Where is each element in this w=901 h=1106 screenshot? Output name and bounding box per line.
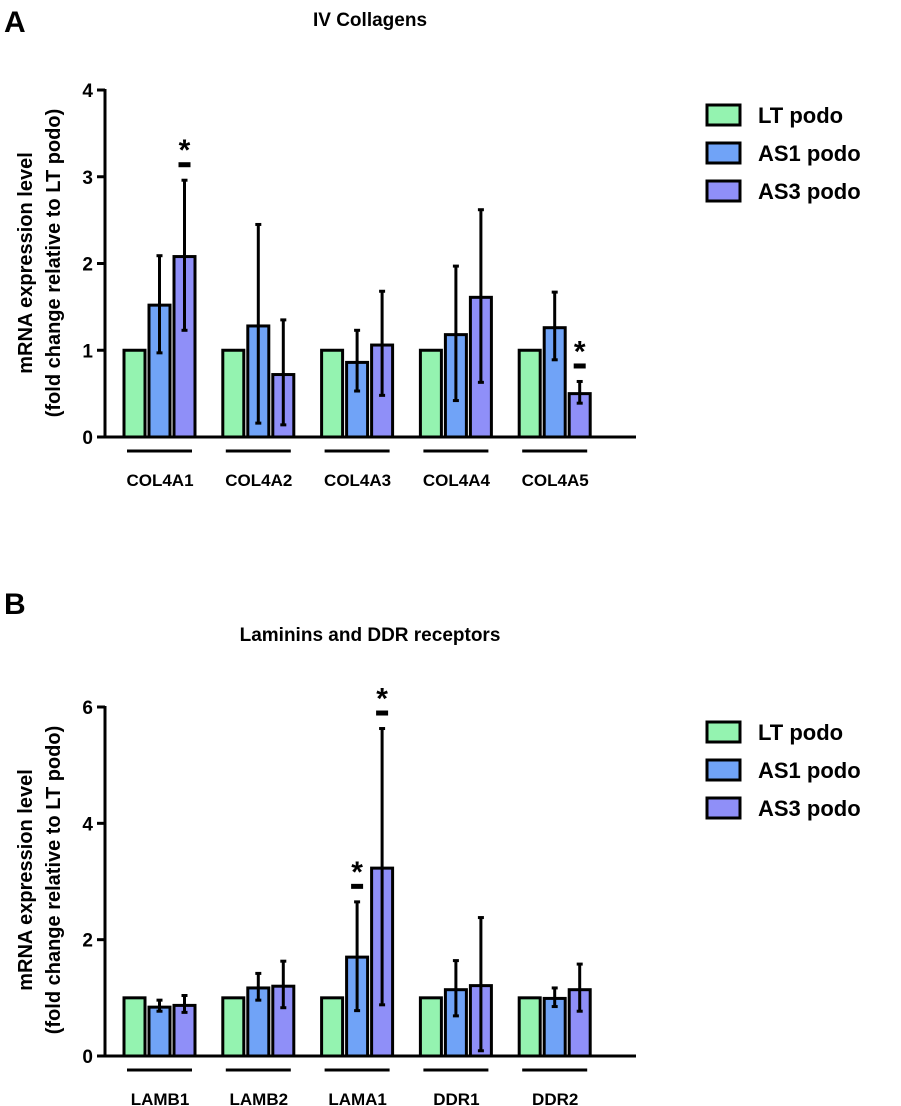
y-tick-label: 2 bbox=[82, 255, 93, 276]
legend-label: AS1 podo bbox=[758, 758, 861, 783]
x-tick-label: COL4A1 bbox=[126, 471, 193, 490]
y-tick-label: 0 bbox=[82, 1047, 93, 1068]
legend-label: AS3 podo bbox=[758, 179, 861, 204]
legend-label: AS1 podo bbox=[758, 141, 861, 166]
bar-col4a1-lt-podo bbox=[122, 348, 147, 439]
significance-marker: * bbox=[376, 683, 388, 716]
y-axis-label-secondary: (fold change relative to LT podo) bbox=[43, 109, 65, 418]
x-tick-label: LAMB2 bbox=[230, 1090, 289, 1106]
bar-col4a5-lt-podo bbox=[517, 348, 542, 439]
chart-panel-a: A IV Collagens mRNA expression level (fold … bbox=[4, 6, 861, 490]
x-tick-label: LAMB1 bbox=[131, 1090, 190, 1106]
bar-lamb1-as1-podo bbox=[147, 1005, 172, 1058]
legend-label: AS3 podo bbox=[758, 796, 861, 821]
y-axis-label: mRNA expression level bbox=[15, 152, 37, 374]
legend-swatch bbox=[705, 758, 742, 782]
y-tick-label: 0 bbox=[82, 428, 93, 449]
panel-label: B bbox=[4, 588, 26, 621]
y-tick-label: 4 bbox=[82, 814, 93, 835]
bar-lamb2-lt-podo bbox=[221, 996, 246, 1058]
bar-ddr2-lt-podo bbox=[517, 996, 542, 1058]
chart-title: Laminins and DDR receptors bbox=[240, 625, 501, 646]
legend-swatch bbox=[705, 179, 742, 203]
significance-marker: * bbox=[179, 134, 191, 167]
significance-marker: * bbox=[351, 856, 363, 889]
significance-marker: * bbox=[574, 335, 586, 368]
bar-lamb1-lt-podo bbox=[122, 996, 147, 1058]
bar-col4a4-lt-podo bbox=[418, 348, 443, 439]
y-axis-label-secondary: (fold change relative to LT podo) bbox=[43, 726, 65, 1035]
x-tick-label: COL4A5 bbox=[522, 471, 589, 490]
x-tick-label: COL4A3 bbox=[324, 471, 391, 490]
y-tick-label: 2 bbox=[82, 931, 93, 952]
y-tick-label: 4 bbox=[82, 81, 93, 102]
bar-lama1-lt-podo bbox=[320, 996, 345, 1058]
y-tick-label: 3 bbox=[82, 168, 93, 189]
bar-col4a2-lt-podo bbox=[221, 348, 246, 439]
x-tick-label: DDR1 bbox=[433, 1090, 479, 1106]
y-tick-label: 1 bbox=[82, 341, 93, 362]
legend-swatch bbox=[705, 796, 742, 820]
legend-label: LT podo bbox=[758, 103, 843, 128]
legend-swatch bbox=[705, 141, 742, 165]
significance-dash bbox=[573, 363, 586, 369]
legend-label: LT podo bbox=[758, 720, 843, 745]
bar-col4a3-lt-podo bbox=[320, 348, 345, 439]
y-tick-label: 6 bbox=[82, 698, 93, 719]
legend-swatch bbox=[705, 720, 742, 744]
bar-ddr1-lt-podo bbox=[418, 996, 443, 1058]
panel-label: A bbox=[4, 6, 26, 39]
chart-panel-b: B Laminins and DDR receptors mRNA expressi… bbox=[4, 588, 861, 1106]
y-axis-label: mRNA expression level bbox=[15, 769, 37, 991]
significance-dash bbox=[376, 710, 389, 716]
x-tick-label: DDR2 bbox=[532, 1090, 578, 1106]
significance-dash bbox=[178, 162, 191, 168]
chart-title: IV Collagens bbox=[313, 10, 427, 31]
x-tick-label: COL4A4 bbox=[423, 471, 491, 490]
x-tick-label: COL4A2 bbox=[225, 471, 292, 490]
x-tick-label: LAMA1 bbox=[328, 1090, 387, 1106]
legend-swatch bbox=[705, 103, 742, 127]
significance-dash bbox=[351, 883, 364, 889]
